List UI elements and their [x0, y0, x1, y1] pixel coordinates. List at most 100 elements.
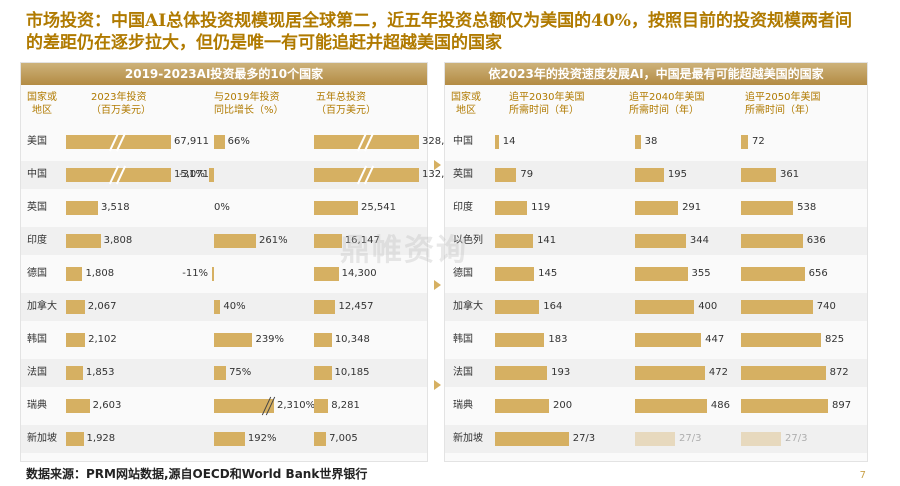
column-header-name: 与2019年投资	[214, 92, 280, 103]
bar-five-year-total	[314, 300, 336, 314]
value-years-to-match-2: 400	[698, 301, 718, 312]
country-label: 英国	[453, 169, 473, 180]
bar-years-to-match-1	[495, 234, 534, 248]
panel-arrow-icon	[434, 160, 441, 170]
bar-years-to-match-1	[495, 168, 517, 182]
value-growth-vs-2019: 261%	[259, 235, 288, 246]
bar-years-to-match-2	[635, 399, 707, 413]
value-years-to-match-1: 145	[538, 268, 558, 279]
bar-years-to-match-3	[741, 201, 794, 215]
column-header-name: 追平2050年美国	[745, 92, 821, 103]
value-years-to-match-1: 141	[537, 235, 557, 246]
value-growth-vs-2019: 2,310%	[277, 400, 316, 411]
country-label: 韩国	[453, 334, 473, 345]
right-chart-title: 依2023年的投资速度发展AI，中国是最有可能超越美国的国家	[445, 63, 867, 85]
column-header-name: 追平2040年美国	[629, 92, 705, 103]
left-chart-panel: 2019-2023AI投资最多的10个国家 国家或 地区 2023年投资 （百万美元）…	[20, 62, 463, 462]
bar-years-to-match-2	[635, 168, 664, 182]
page-number: 7	[859, 470, 866, 481]
bar-years-to-match-2	[635, 366, 705, 380]
country-header-line: 地区	[456, 105, 476, 116]
country-label: 新加坡	[453, 433, 483, 444]
source-footnote: 数据来源：PRM网站数据,源自OECD和World Bank世界银行	[26, 467, 368, 481]
value-years-to-match-2: 27/3	[679, 433, 702, 444]
value-five-year-total: 10,348	[334, 334, 370, 345]
bar-years-to-match-1	[495, 300, 540, 314]
value-years-to-match-3: 740	[816, 301, 836, 312]
country-label: 印度	[27, 235, 47, 246]
bar-years-to-match-1	[495, 135, 499, 149]
value-years-to-match-3: 538	[797, 202, 817, 213]
country-header-line: 国家或	[451, 92, 481, 103]
country-header-line: 地区	[32, 105, 52, 116]
country-label: 新加坡	[27, 433, 57, 444]
value-five-year-total: 16,147	[344, 235, 380, 246]
value-years-to-match-2: 486	[710, 400, 731, 411]
table-row	[21, 293, 427, 321]
bar-years-to-match-3	[741, 168, 777, 182]
value-five-year-total: 12,457	[338, 301, 374, 312]
value-growth-vs-2019: 66%	[227, 136, 250, 147]
bar-investment-2023	[66, 300, 85, 314]
bar-five-year-total	[314, 267, 339, 281]
value-years-to-match-3: 897	[832, 400, 852, 411]
value-investment-2023: 3,808	[103, 235, 133, 246]
value-years-to-match-1: 119	[531, 202, 551, 213]
bar-years-to-match-2	[635, 201, 679, 215]
left-chart-title: 2019-2023AI投资最多的10个国家	[21, 63, 427, 85]
column-header-unit: （百万美元）	[316, 105, 376, 116]
value-investment-2023: 2,067	[87, 301, 117, 312]
bar-investment-2023	[66, 234, 101, 248]
column-header-name: 2023年投资	[91, 92, 147, 103]
value-years-to-match-1: 183	[548, 334, 568, 345]
bar-investment-2023	[66, 333, 86, 347]
value-growth-vs-2019: -31%	[179, 169, 205, 180]
column-header-unit: 所需时间（年）	[629, 105, 699, 116]
value-five-year-total: 132,665	[422, 169, 464, 180]
value-growth-vs-2019: 192%	[247, 433, 277, 444]
watermark-text: 鼎帷资询	[340, 233, 468, 268]
country-label: 加拿大	[453, 301, 483, 312]
bar-years-to-match-3	[741, 135, 748, 149]
value-years-to-match-1: 164	[543, 301, 563, 312]
bar-years-to-match-3	[741, 432, 781, 446]
value-years-to-match-3: 636	[806, 235, 826, 246]
value-five-year-total: 10,185	[334, 367, 370, 378]
bar-five-year-total	[314, 333, 332, 347]
value-years-to-match-3: 72	[751, 136, 765, 147]
value-investment-2023: 1,853	[85, 367, 115, 378]
value-investment-2023: 2,603	[92, 400, 122, 411]
value-years-to-match-2: 472	[708, 367, 728, 378]
bar-investment-2023	[66, 432, 84, 446]
country-label: 英国	[27, 202, 47, 213]
column-header-1: 2023年投资 （百万美元）	[91, 91, 151, 117]
bar-years-to-match-1	[495, 366, 548, 380]
country-label: 法国	[453, 367, 473, 378]
country-label: 德国	[453, 268, 473, 279]
value-years-to-match-3: 872	[829, 367, 849, 378]
value-years-to-match-2: 291	[682, 202, 702, 213]
column-header-2: 与2019年投资 同比增长（%）	[214, 91, 284, 117]
value-years-to-match-2: 38	[644, 136, 658, 147]
value-years-to-match-2: 355	[691, 268, 711, 279]
bar-years-to-match-2	[635, 300, 695, 314]
bar-years-to-match-1	[495, 201, 528, 215]
value-growth-vs-2019: 0%	[214, 202, 230, 213]
panel-arrow-icon	[434, 280, 441, 290]
bar-years-to-match-3	[741, 366, 826, 380]
column-header-3: 追平2050年美国 所需时间（年）	[745, 91, 820, 117]
column-header-unit: （百万美元）	[91, 105, 151, 116]
column-header-unit: 所需时间（年）	[745, 105, 815, 116]
bar-years-to-match-2	[635, 432, 675, 446]
column-header-unit: 同比增长（%）	[214, 105, 284, 116]
bar-growth-vs-2019	[214, 366, 227, 380]
country-header: 国家或 地区	[27, 91, 57, 117]
bar-five-year-total	[314, 201, 358, 215]
country-label: 加拿大	[27, 301, 57, 312]
bar-five-year-total	[314, 366, 332, 380]
value-investment-2023: 1,928	[86, 433, 116, 444]
value-years-to-match-2: 344	[689, 235, 709, 246]
bar-growth-vs-2019	[209, 168, 214, 182]
bar-growth-vs-2019	[214, 333, 253, 347]
country-label: 中国	[27, 169, 47, 180]
